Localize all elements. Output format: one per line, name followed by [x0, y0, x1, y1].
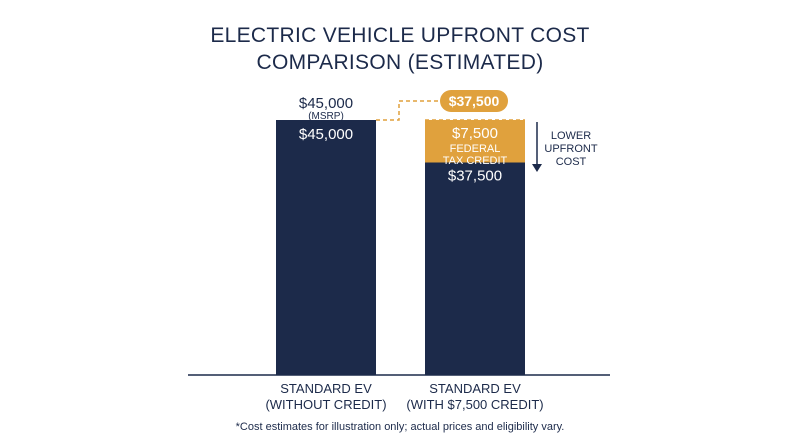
category-label-2-line2: (WITH $7,500 CREDIT)	[406, 397, 543, 412]
bar-1-value-label: $45,000	[299, 126, 353, 143]
bar-cost-2	[425, 162, 525, 375]
result-badge	[440, 90, 508, 112]
footnote: *Cost estimates for illustration only; a…	[235, 421, 565, 433]
credit-label-line2: TAX CREDIT	[443, 155, 508, 167]
credit-label-line1: FEDERAL	[450, 143, 501, 155]
chart-title-line2: COMPARISON (ESTIMATED)	[256, 51, 544, 74]
dashed-connector	[376, 100, 440, 121]
arrow-label-line2: UPFRONT	[544, 143, 597, 155]
result-badge-label: $37,500	[449, 93, 500, 109]
msrp-note-label: (MSRP)	[308, 111, 344, 122]
down-arrow-head	[532, 164, 542, 172]
msrp-value-label: $45,000	[299, 95, 353, 112]
category-label-2-line1: STANDARD EV	[429, 381, 521, 396]
category-label-1-line1: STANDARD EV	[280, 381, 372, 396]
bar-cost-1	[276, 120, 376, 375]
chart-title-line1: ELECTRIC VEHICLE UPFRONT COST	[210, 24, 590, 47]
category-label-1-line2: (WITHOUT CREDIT)	[265, 397, 386, 412]
credit-value-label: $7,500	[452, 125, 498, 142]
chart-title: ELECTRIC VEHICLE UPFRONT COST COMPARISON…	[0, 22, 800, 76]
arrow-label-line3: COST	[556, 156, 587, 168]
arrow-label-line1: LOWER	[551, 130, 591, 142]
bar-credit-2	[425, 120, 525, 163]
bar-2-value-label: $37,500	[448, 168, 502, 185]
